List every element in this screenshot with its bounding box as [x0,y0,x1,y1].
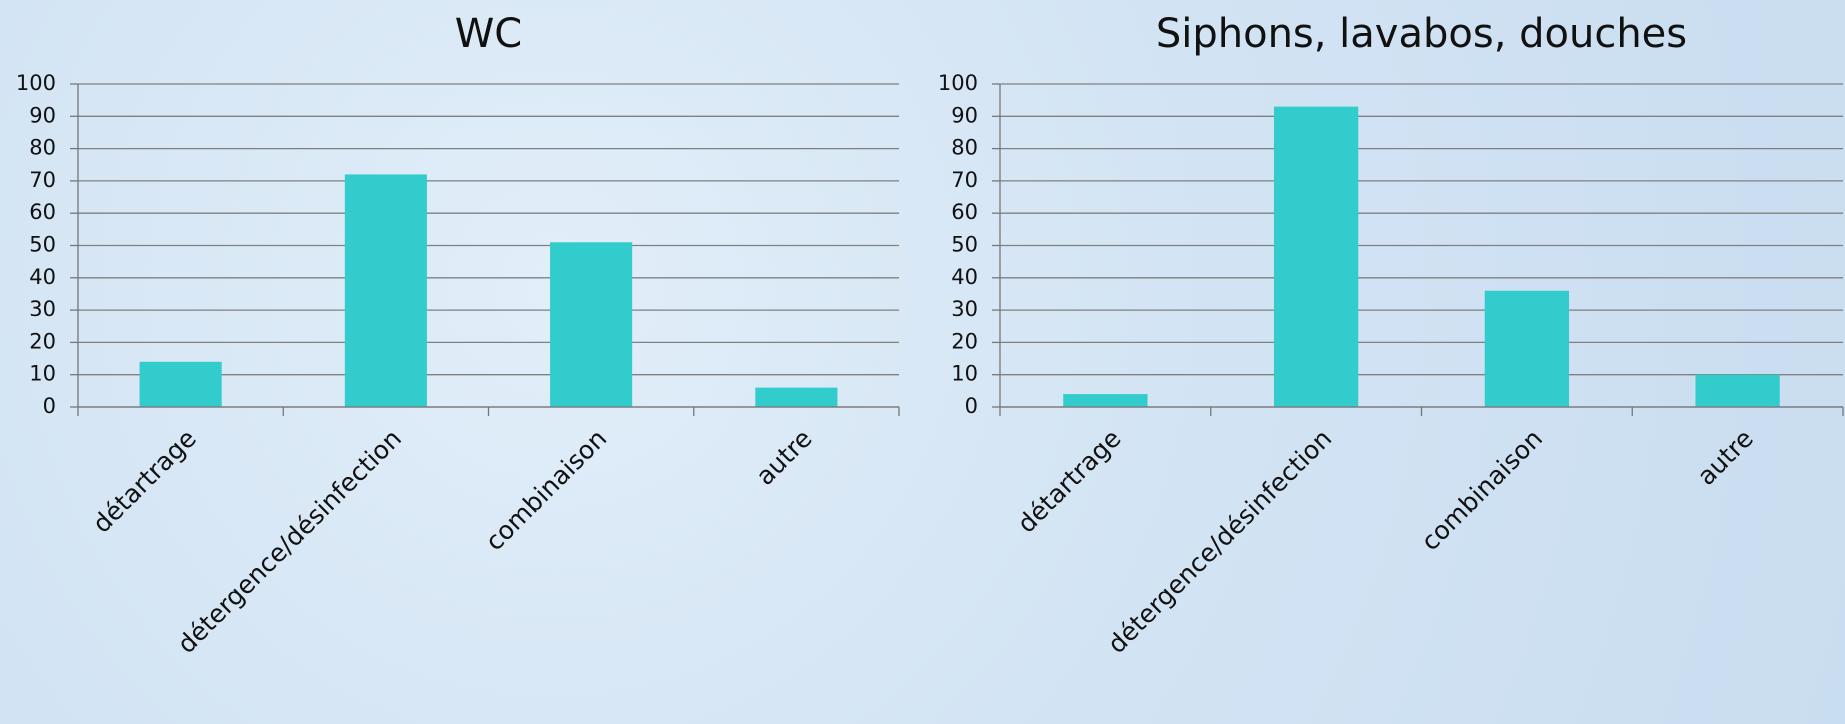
chart-title: Siphons, lavabos, douches [1156,11,1687,57]
x-tick-label: détergence/désinfection [1102,424,1337,659]
y-tick-label: 100 [16,71,56,95]
x-tick-label: autre [1692,424,1759,491]
bar [550,242,633,407]
chart: Siphons, lavabos, douches 0 10 20 30 40 50 60 70… [938,11,1844,659]
y-tick-label: 30 [29,297,56,321]
y-tick-label: 30 [951,297,978,321]
y-tick-label: 10 [29,362,56,386]
y-tick-label: 40 [951,265,978,289]
x-tick-label: détergence/désinfection [172,424,407,659]
y-tick-label: 80 [951,136,978,160]
y-tick-label: 90 [951,103,978,127]
x-tick-label: détartrage [1012,424,1127,539]
bar [755,387,838,407]
bar [1063,394,1148,407]
bar [1695,374,1780,407]
y-tick-label: 10 [951,362,978,386]
chart-title: WC [455,11,522,57]
y-tick-label: 70 [29,168,56,192]
bar [1273,106,1359,408]
y-tick-label: 60 [951,200,978,224]
y-tick-label: 50 [29,233,56,257]
x-tick-label: détartrage [87,424,202,539]
y-tick-label: 20 [951,329,978,353]
x-tick-label: combinaison [480,424,613,557]
y-tick-label: 90 [29,103,56,127]
x-tick-label: autre [750,424,817,491]
y-tick-label: 50 [951,233,978,257]
y-tick-label: 60 [29,200,56,224]
bar [1484,290,1570,407]
y-tick-label: 0 [965,394,978,418]
bar [344,174,427,407]
y-tick-label: 80 [29,136,56,160]
y-tick-label: 100 [938,71,978,95]
bar [139,361,222,407]
y-tick-label: 0 [43,394,56,418]
y-tick-label: 40 [29,265,56,289]
y-tick-label: 20 [29,329,56,353]
y-tick-label: 70 [951,168,978,192]
chart: WC 0 10 20 30 40 50 60 70 80 90 100 détartragedéterg… [16,11,900,659]
x-tick-label: combinaison [1415,424,1548,557]
